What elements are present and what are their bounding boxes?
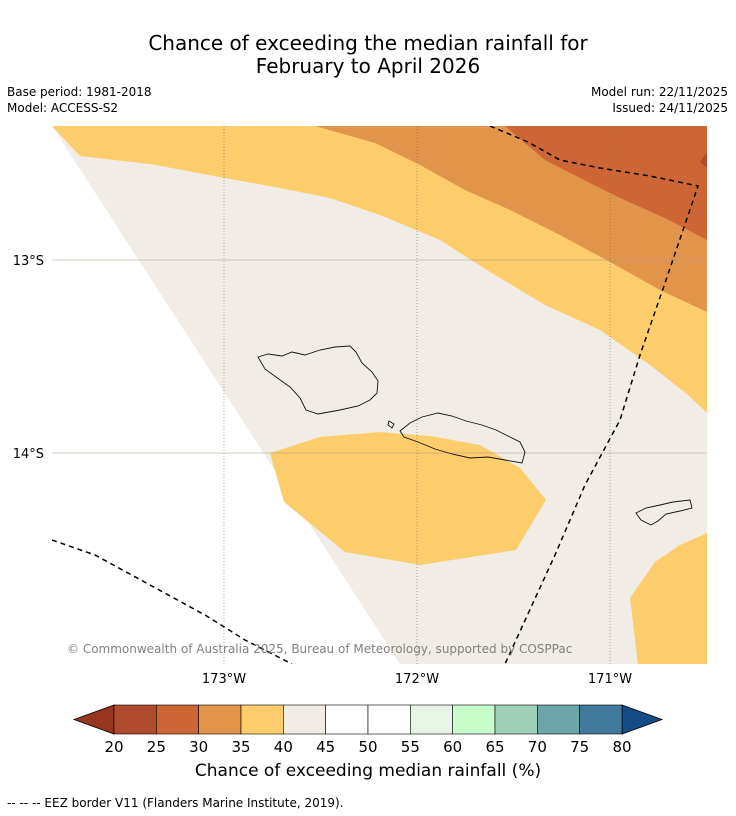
colorbar-tick-label: 45 [316, 738, 335, 756]
colorbar: 20 25 30 35 40 45 50 55 60 65 70 75 80 [72, 704, 664, 756]
colorbar-swatch [367, 704, 411, 735]
eez-border [52, 126, 699, 664]
copyright-text: © Commonwealth of Australia 2025, Bureau… [67, 642, 572, 656]
lat-label-13s: 13°S [13, 254, 44, 269]
colorbar-tick-label: 75 [570, 738, 589, 756]
eez-border-east [489, 126, 699, 664]
colorbar-swatch [494, 704, 538, 735]
colorbar-tick-label: 25 [147, 738, 166, 756]
colorbar-tick-label: 50 [358, 738, 377, 756]
colorbar-tick-label: 80 [612, 738, 631, 756]
colorbar-tick-label: 60 [443, 738, 462, 756]
region-35-40-central [270, 432, 546, 565]
lon-label-171w: 171°W [588, 672, 632, 687]
region-25-30 [505, 126, 707, 240]
colorbar-tick-label: 35 [231, 738, 250, 756]
colorbar-label: Chance of exceeding median rainfall (%) [194, 761, 542, 781]
colorbar-swatch [579, 704, 623, 735]
colorbar-over-arrow [621, 704, 664, 735]
lon-label-172w: 172°W [395, 672, 439, 687]
island-savaii [257, 345, 379, 415]
colorbar-swatch [537, 704, 580, 735]
chart-title-line2: February to April 2026 [255, 54, 481, 78]
colorbar-tick-label: 55 [401, 738, 420, 756]
island-manono [387, 420, 395, 429]
model-run: Model run: 22/11/2025 [590, 85, 728, 99]
eez-border-west [52, 539, 293, 664]
colorbar-swatch [240, 704, 284, 735]
colorbar-swatch [198, 704, 242, 735]
colorbar-swatch [156, 704, 199, 735]
eez-footer-note: -- -- -- EEZ border V11 (Flanders Marine… [7, 796, 344, 810]
model-name: Model: ACCESS-S2 [7, 101, 119, 115]
base-period: Base period: 1981-2018 [7, 85, 152, 99]
colorbar-tick-label: 30 [189, 738, 208, 756]
colorbar-tick-label: 65 [485, 738, 504, 756]
coastlines [257, 345, 693, 526]
map-area: © Commonwealth of Australia 2025, Bureau… [52, 126, 707, 664]
region-35-40-lower-right [630, 533, 707, 664]
island-upolu [399, 412, 526, 464]
graticule [52, 126, 707, 664]
colorbar-swatch [410, 704, 453, 735]
region-20-25 [700, 152, 707, 168]
chart-title-line1: Chance of exceeding the median rainfall … [148, 31, 588, 55]
colorbar-swatch [325, 704, 369, 735]
issued-date: Issued: 24/11/2025 [612, 101, 728, 115]
lat-label-14s: 14°S [13, 447, 44, 462]
colorbar-tick-label: 40 [274, 738, 293, 756]
colorbar-swatch [283, 704, 326, 735]
colorbar-under-arrow [72, 704, 115, 735]
region-45-50-lower-left [52, 126, 400, 664]
axis-labels: 13°S 14°S 173°W 172°W 171°W [13, 254, 633, 687]
colorbar-swatch [113, 704, 157, 735]
lon-label-173w: 173°W [202, 672, 246, 687]
colorbar-tick-label: 70 [528, 738, 547, 756]
island-tutuila [635, 499, 693, 526]
colorbar-tick-label: 20 [104, 738, 123, 756]
colorbar-swatch [452, 704, 496, 735]
